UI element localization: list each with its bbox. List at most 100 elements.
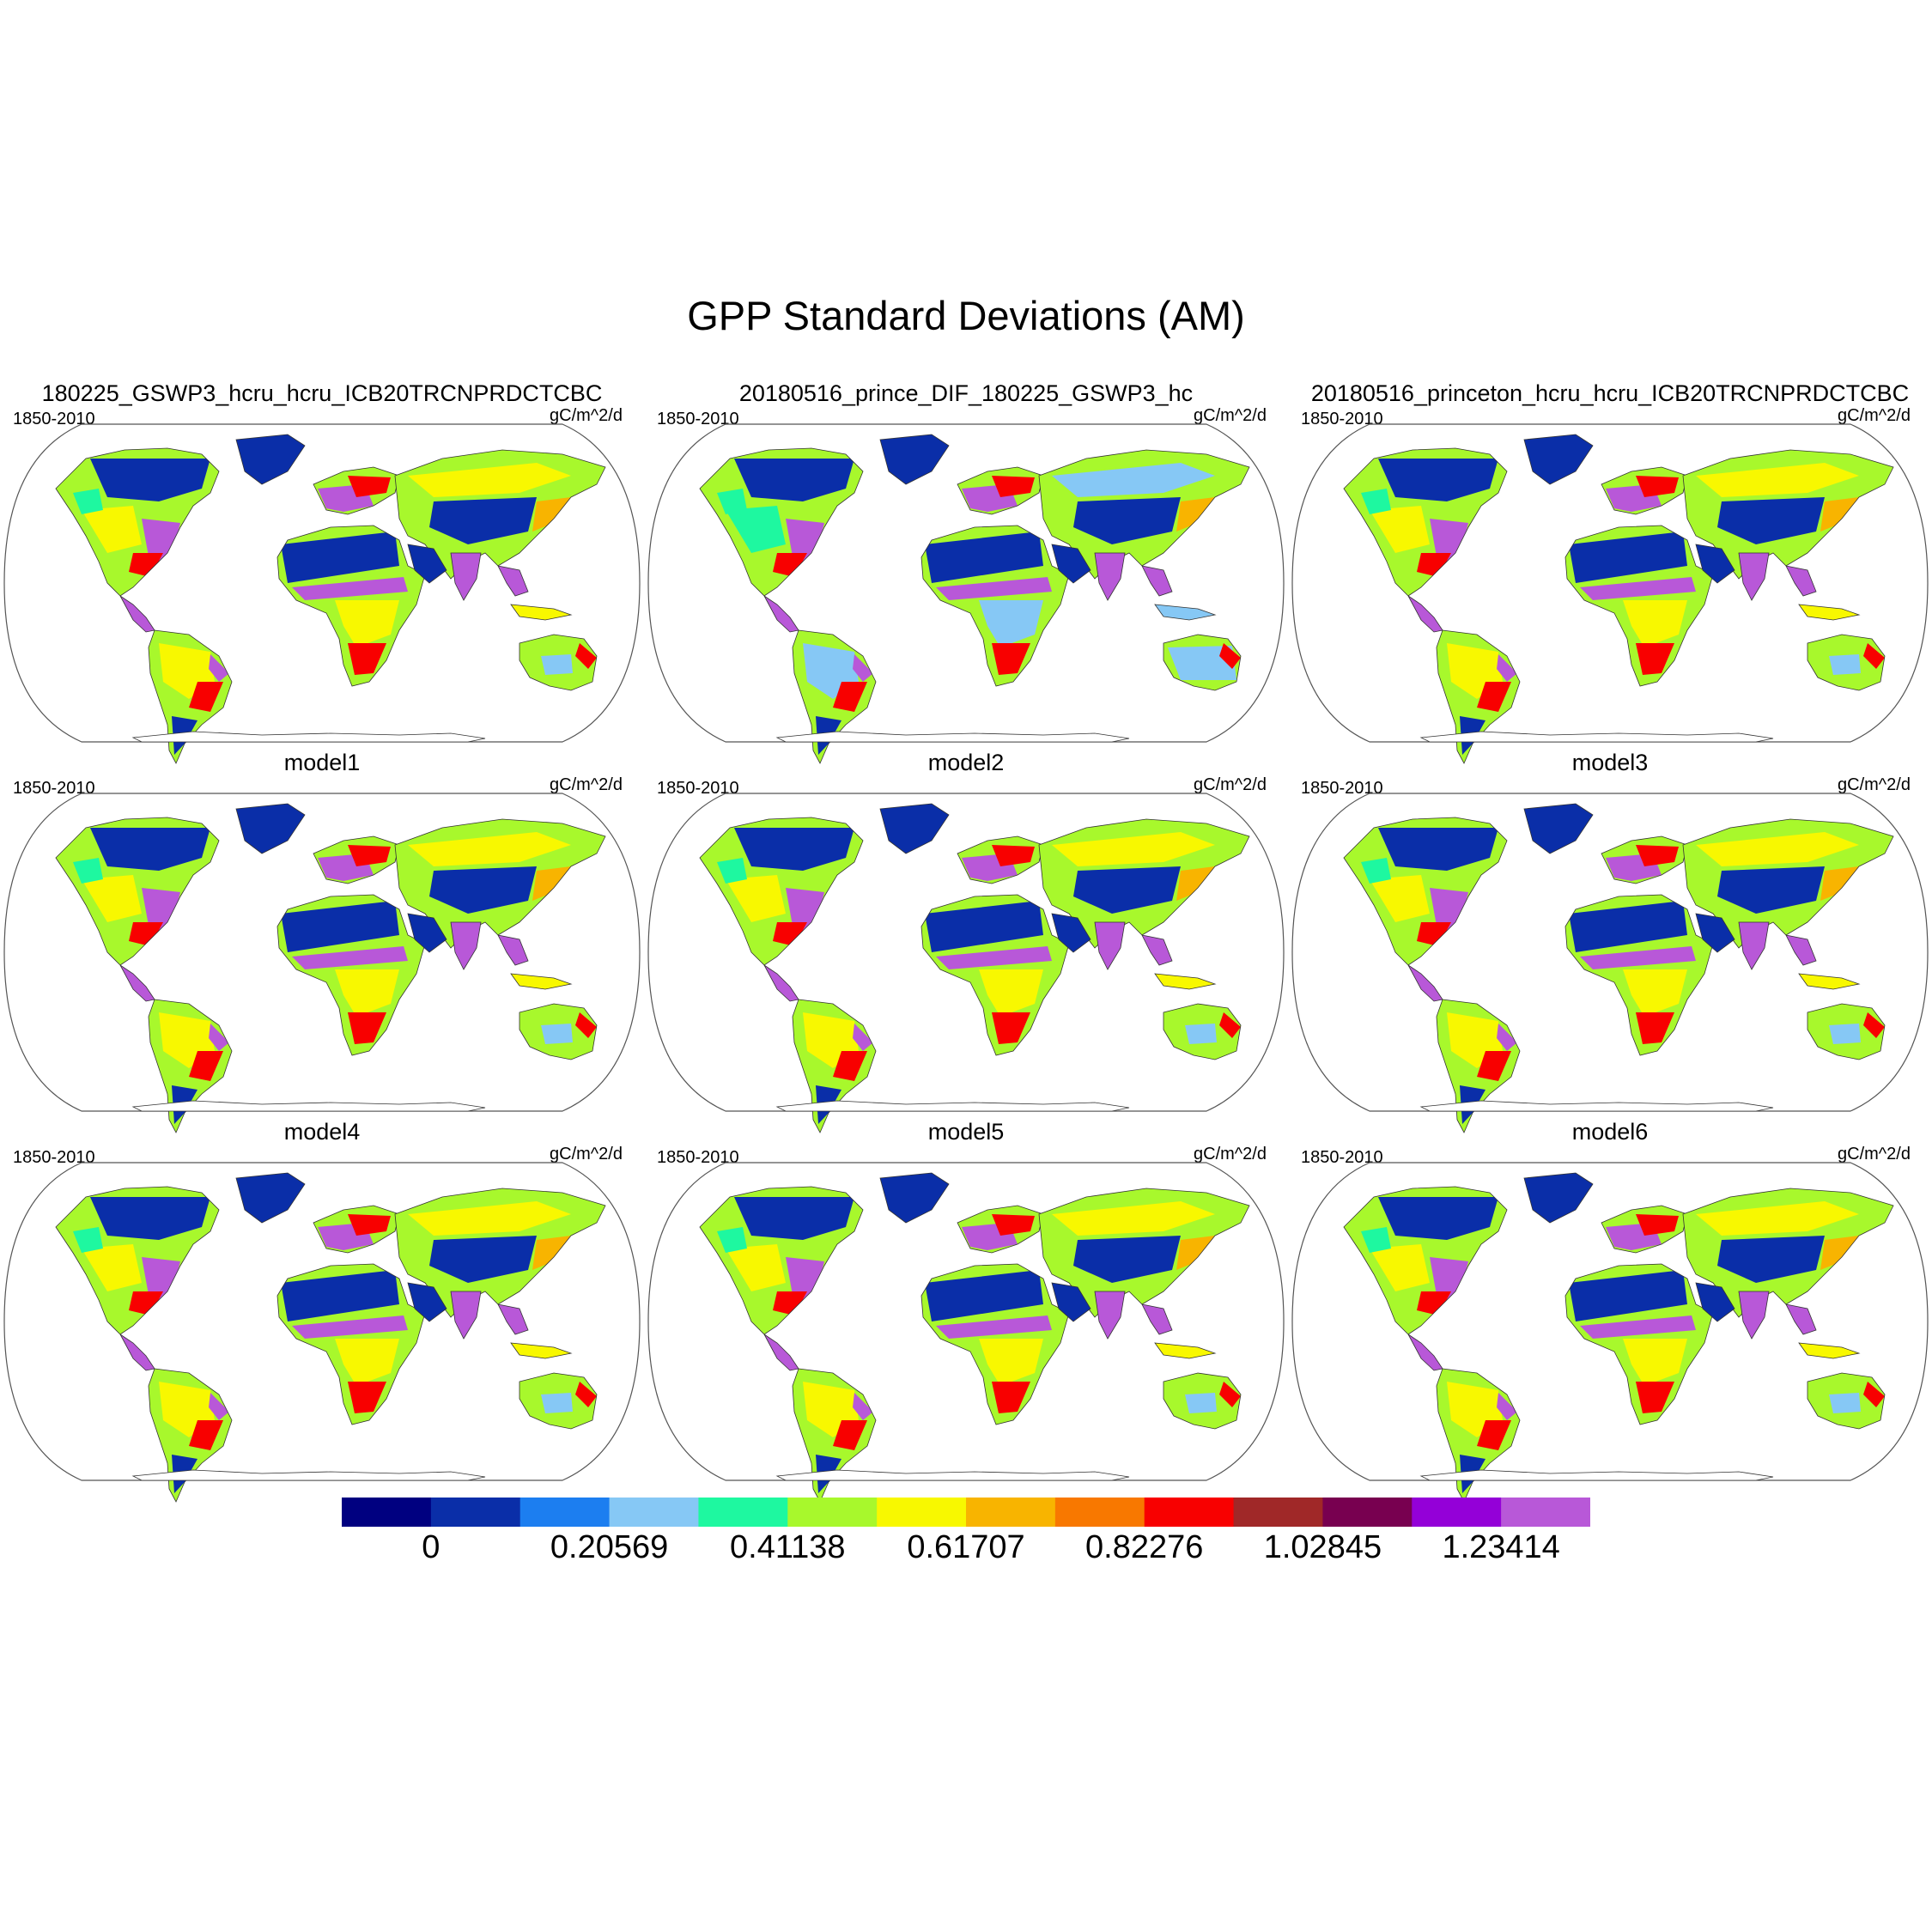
coastline [55,817,220,966]
gpp-region [541,1393,573,1413]
colorbar [342,1498,1590,1527]
gpp-region [773,553,807,577]
coastline [55,447,220,597]
gpp-region [209,654,229,682]
colorbar-tick-label: 0.82276 [1085,1529,1204,1565]
gpp-region [880,1173,949,1223]
gpp-region [348,476,391,497]
gpp-region [853,1393,873,1420]
gpp-region [1820,1236,1859,1270]
gpp-region [348,1214,391,1236]
world-map [1291,1162,1929,1503]
coastline [1141,934,1173,966]
coastline [148,629,233,764]
coastline [1738,552,1770,601]
coastline [879,1172,950,1224]
gpp-region [1095,922,1125,969]
gpp-region [925,1270,1043,1321]
gpp-region [1717,497,1825,544]
coastline [519,634,598,691]
gpp-region [1497,654,1517,682]
gpp-region [936,577,1052,600]
coastline [394,818,606,949]
coastline [510,1342,573,1359]
coastline [1038,1188,1250,1318]
gpp-region [1176,497,1215,532]
gpp-region [734,459,854,501]
coastline [775,1100,1130,1112]
world-map [3,793,641,1133]
gpp-region [1636,1012,1674,1044]
gpp-region [1477,1420,1511,1450]
panel-title: model6 [1571,1119,1649,1145]
panel-period: 1850-2010 [1301,410,1383,428]
gpp-region [408,463,571,497]
coastline [55,1186,220,1335]
gpp-region [1095,1291,1125,1339]
colorbar-segment [519,1498,611,1527]
gpp-region [292,1315,408,1339]
gpp-region [1361,858,1391,884]
gpp-region [120,965,155,1001]
gpp-region [717,489,747,514]
gpp-region [1820,497,1859,532]
page-title: GPP Standard Deviations (AM) [687,293,1245,338]
coastline [276,894,426,1056]
coastline [148,1368,233,1503]
coastline [1807,1372,1886,1430]
gpp-region [90,828,210,871]
gpp-region [1417,922,1451,946]
panel-units: gC/m^2/d [1838,775,1911,794]
colorbar-segment [787,1498,878,1527]
gpp-region [348,643,386,675]
coastline [519,1003,598,1060]
gpp-region [1176,866,1215,901]
coastline [450,921,482,970]
coastline [407,913,447,953]
coastline [879,803,950,854]
gpp-region [1739,922,1769,969]
coastline [1695,1282,1735,1322]
world-map [647,423,1285,764]
coastline [1094,552,1126,601]
colorbar-tick-label: 1.02845 [1263,1529,1382,1565]
gpp-region [348,845,391,866]
gpp-region [1569,1270,1687,1321]
gpp-region [1095,553,1125,600]
gpp-region [1408,1334,1443,1370]
gpp-region [1717,866,1825,914]
gpp-region [1636,845,1679,866]
coastline [1163,634,1242,691]
coastline [1343,817,1508,966]
gpp-region [1696,463,1859,497]
gpp-region [209,1393,229,1420]
coastline [1564,894,1714,1056]
gpp-region [992,476,1035,497]
world-map [3,423,641,764]
gpp-region [979,1339,1043,1386]
coastline [1682,1188,1894,1318]
gpp-region [1185,654,1217,675]
map-panel: model2 1850-2010 gC/m^2/d [647,749,1285,1133]
panel-period: 1850-2010 [13,410,95,428]
gpp-region [511,974,571,989]
coastline [131,1100,486,1112]
gpp-region [429,866,537,914]
coastline [1738,921,1770,970]
gpp-region [1052,1201,1215,1236]
coastline [1807,634,1886,691]
coastline [148,999,233,1133]
gpp-region [575,1382,597,1407]
gpp-region [348,1382,386,1413]
panel-period: 1850-2010 [1301,779,1383,798]
gpp-region [1219,643,1241,669]
coastline [1807,1003,1886,1060]
gpp-region [236,804,305,854]
coastline [879,434,950,485]
gpp-region [511,1343,571,1358]
gpp-region [73,858,103,884]
coastline [1523,434,1594,485]
gpp-region [734,1197,854,1240]
gpp-region [451,922,481,969]
gpp-region [511,605,571,620]
